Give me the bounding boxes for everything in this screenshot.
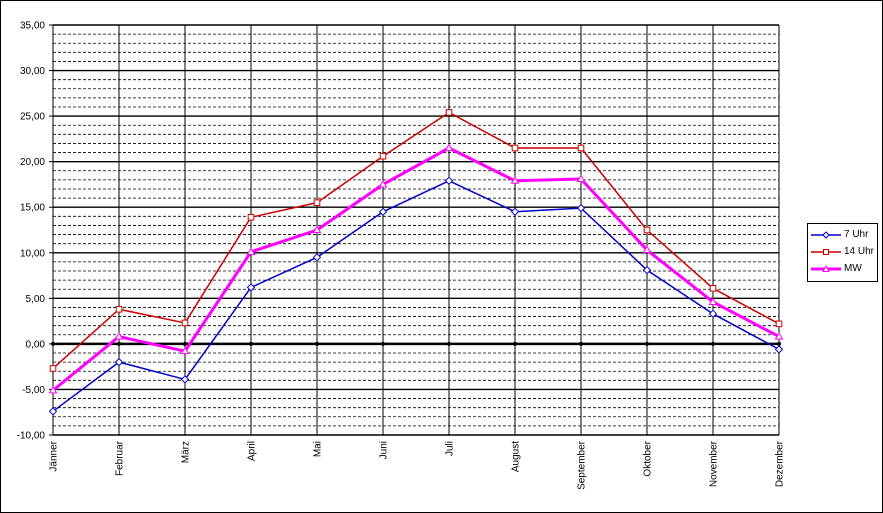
data-point: [445, 109, 453, 116]
axis-tick-dot: [711, 341, 715, 346]
data-point: [114, 332, 124, 340]
data-point: [180, 346, 190, 355]
data-point: [709, 285, 717, 292]
x-tick-label: Dezember: [775, 440, 786, 487]
y-tick-label: 5,00: [26, 294, 46, 305]
data-point: [181, 319, 189, 327]
series-2: [49, 109, 783, 372]
x-tick-label: April: [247, 441, 258, 461]
x-tick-label: September: [577, 440, 588, 490]
y-tick-label: 0,00: [26, 339, 46, 350]
data-point: [48, 407, 58, 416]
x-tick-label: August: [511, 441, 522, 472]
axis-tick-dot: [381, 341, 385, 346]
data-point: [642, 245, 652, 254]
data-point: [180, 375, 190, 384]
axis-tick-dot: [315, 341, 319, 346]
y-tick-label: -10,00: [17, 431, 46, 442]
data-point: [444, 143, 454, 151]
axis-tick-dot: [777, 341, 781, 346]
series-line: [52, 111, 780, 370]
axis-tick-dot: [249, 341, 253, 346]
data-point: [643, 226, 651, 234]
y-tick-label: 20,00: [20, 157, 45, 168]
data-point: [576, 203, 586, 213]
series-3: [48, 143, 784, 394]
series-line: [52, 146, 780, 392]
grid-layer: [51, 24, 781, 436]
data-point: [774, 345, 784, 354]
y-tick-label: 35,00: [20, 21, 45, 32]
legend-swatch-series-2: [811, 249, 841, 255]
legend-item-series-1: 7 Uhr: [808, 228, 877, 242]
data-point: [114, 357, 124, 367]
data-point: [49, 365, 57, 372]
axis-tick-dot: [579, 341, 583, 346]
data-point: [247, 213, 255, 221]
x-tick-label: November: [709, 440, 720, 487]
data-point: [115, 305, 123, 313]
x-tick-label: Jänner: [49, 440, 60, 471]
data-point: [775, 320, 783, 328]
data-point: [511, 144, 519, 152]
y-axis-tick-labels: -10,00 -5,00 0,00 5,00 10,00 15,00 20,00 25,00 3…: [17, 21, 53, 442]
data-point: [246, 283, 256, 292]
axis-tick-dot: [513, 341, 517, 346]
legend: 7 Uhr 14 Uhr MW: [807, 223, 878, 282]
legend-label-series-1: 7 Uhr: [844, 229, 869, 240]
data-point: [378, 179, 388, 188]
series-line: [52, 180, 780, 412]
series-1: [48, 176, 784, 416]
x-tick-label: Mai: [313, 441, 324, 457]
y-tick-label: 25,00: [20, 112, 45, 123]
x-tick-label: Juni: [379, 441, 390, 459]
legend-swatch-series-3: [811, 264, 841, 272]
data-point: [576, 174, 586, 182]
legend-item-series-3: MW: [808, 262, 877, 276]
legend-item-series-2: 14 Uhr: [808, 245, 877, 259]
data-point: [510, 176, 520, 184]
data-point: [774, 332, 784, 340]
y-tick-label: 30,00: [20, 66, 45, 77]
x-axis-tick-labels: Jänner Februar März April Mai Juni Juli August S…: [49, 440, 786, 490]
y-tick-label: 15,00: [20, 203, 45, 214]
data-point: [312, 253, 322, 262]
x-tick-label: Oktober: [643, 440, 654, 476]
data-point: [378, 207, 388, 216]
data-point: [246, 247, 256, 255]
axis-tick-dot: [183, 341, 187, 346]
axis-tick-dot: [447, 341, 451, 346]
axis-tick-dot: [117, 341, 121, 346]
data-point: [577, 144, 585, 152]
x-tick-label: Februar: [115, 440, 126, 476]
legend-label-series-3: MW: [844, 263, 862, 274]
data-point: [708, 297, 718, 305]
data-point: [313, 199, 321, 206]
data-point: [510, 207, 520, 216]
x-tick-label: Juli: [445, 441, 456, 456]
data-point: [444, 176, 454, 186]
y-tick-label: -5,00: [22, 385, 45, 396]
y-tick-label: 10,00: [20, 248, 45, 259]
data-point: [708, 309, 718, 319]
x-tick-label: März: [181, 441, 192, 463]
legend-label-series-2: 14 Uhr: [844, 246, 875, 257]
axis-tick-dot: [645, 341, 649, 346]
data-point: [379, 152, 387, 160]
data-point: [48, 385, 58, 394]
legend-swatch-series-1: [811, 231, 841, 239]
data-point: [642, 265, 652, 275]
data-point: [312, 225, 322, 233]
series-layer: [48, 109, 784, 416]
